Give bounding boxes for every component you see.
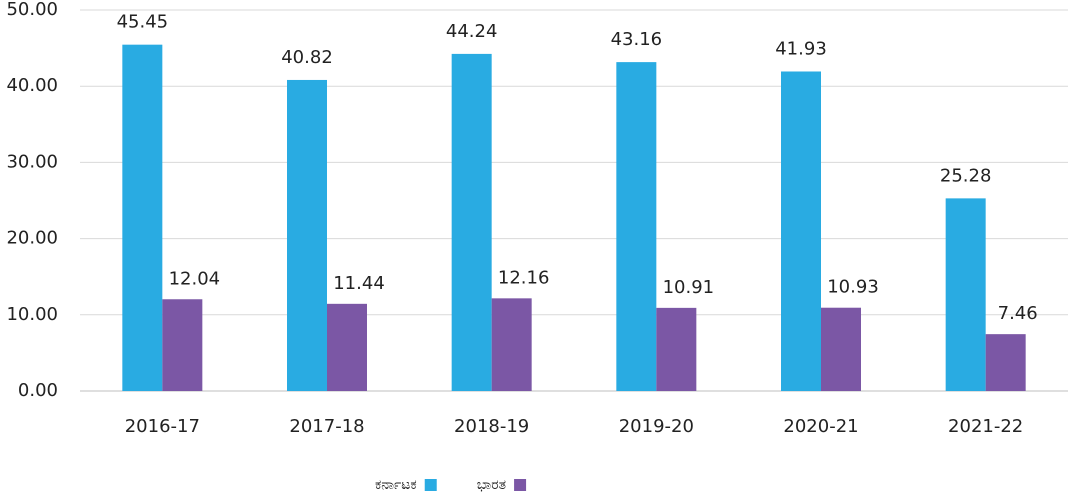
data-label: 12.16 <box>498 267 550 288</box>
bar <box>616 62 657 392</box>
bar <box>122 44 163 392</box>
y-tick-label: 10.00 <box>6 304 58 325</box>
y-tick-label: 30.00 <box>6 151 58 172</box>
x-tick-label: 2016-17 <box>125 416 200 437</box>
x-tick-label: 2018-19 <box>454 416 529 437</box>
x-tick-label: 2020-21 <box>783 416 858 437</box>
data-label: 12.04 <box>169 268 221 289</box>
bar <box>945 198 986 391</box>
bar <box>327 303 367 391</box>
data-label: 10.91 <box>663 277 715 298</box>
data-label: 45.45 <box>117 12 169 33</box>
data-label: 25.28 <box>940 165 992 186</box>
data-label: 43.16 <box>611 29 663 50</box>
data-label: 7.46 <box>998 303 1038 324</box>
x-tick-label: 2021-22 <box>948 416 1023 437</box>
x-tick-label: 2019-20 <box>619 416 694 437</box>
y-tick-label: 50.00 <box>6 0 58 20</box>
legend-swatch <box>424 479 437 491</box>
x-tick-label: 2017-18 <box>289 416 364 437</box>
y-tick-label: 20.00 <box>6 228 58 249</box>
y-tick-label: 0.00 <box>18 380 58 401</box>
bar <box>287 79 327 391</box>
data-label: 10.93 <box>827 277 879 298</box>
data-label: 40.82 <box>281 47 333 68</box>
bar <box>451 53 492 391</box>
y-tick-label: 40.00 <box>6 75 58 96</box>
bar <box>781 71 821 391</box>
data-label: 44.24 <box>446 21 498 42</box>
legend-label: ಕರ್ನಾಟಕ <box>375 477 417 493</box>
legend-swatch <box>514 479 527 491</box>
bar <box>491 298 532 391</box>
legend-label: ಭಾರತ <box>477 477 506 493</box>
data-label: 11.44 <box>333 273 385 294</box>
bar <box>821 307 861 391</box>
legend: ಕರ್ನಾಟಕ ಭಾರತ <box>375 477 527 493</box>
bar <box>656 307 697 391</box>
bar <box>985 334 1026 391</box>
data-label: 41.93 <box>775 38 827 59</box>
bar <box>162 299 203 391</box>
